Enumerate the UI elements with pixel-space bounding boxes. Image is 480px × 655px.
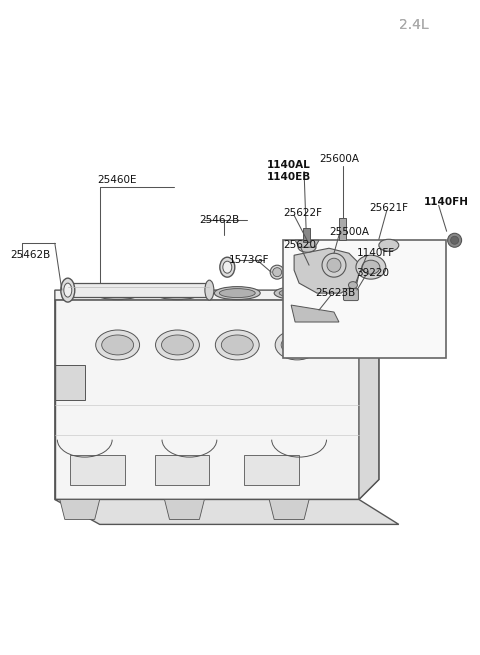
Ellipse shape xyxy=(356,255,386,279)
Polygon shape xyxy=(295,240,319,247)
Ellipse shape xyxy=(95,287,141,299)
Ellipse shape xyxy=(274,287,320,299)
Ellipse shape xyxy=(219,289,255,297)
Polygon shape xyxy=(68,283,209,297)
Circle shape xyxy=(270,265,284,279)
Ellipse shape xyxy=(220,257,235,277)
Text: 25623B: 25623B xyxy=(315,288,355,298)
Text: 25462B: 25462B xyxy=(199,215,240,225)
Text: 1140EB: 1140EB xyxy=(267,172,312,183)
Circle shape xyxy=(327,258,341,272)
Text: 25500A: 25500A xyxy=(329,227,369,237)
Text: 25462B: 25462B xyxy=(10,250,50,260)
Ellipse shape xyxy=(223,261,232,273)
Ellipse shape xyxy=(348,282,358,289)
Bar xyxy=(303,229,310,242)
Text: 1573GF: 1573GF xyxy=(229,255,270,265)
Ellipse shape xyxy=(279,289,315,297)
Text: 2.4L: 2.4L xyxy=(399,18,429,32)
Text: 25622F: 25622F xyxy=(283,208,322,218)
Ellipse shape xyxy=(155,287,200,299)
Text: 25600A: 25600A xyxy=(319,153,359,164)
Polygon shape xyxy=(55,500,399,525)
Text: 25460E: 25460E xyxy=(98,176,137,185)
Polygon shape xyxy=(244,455,299,485)
Polygon shape xyxy=(359,290,379,500)
Ellipse shape xyxy=(161,335,193,355)
Text: 25621F: 25621F xyxy=(369,203,408,214)
Ellipse shape xyxy=(298,242,316,252)
Ellipse shape xyxy=(64,283,72,297)
Ellipse shape xyxy=(221,335,253,355)
Text: 25620: 25620 xyxy=(283,240,316,250)
Polygon shape xyxy=(291,305,339,322)
Ellipse shape xyxy=(159,289,195,297)
Ellipse shape xyxy=(61,278,75,302)
Polygon shape xyxy=(155,455,209,485)
Circle shape xyxy=(451,236,458,244)
Text: 39220: 39220 xyxy=(356,268,389,278)
Text: 2.4L: 2.4L xyxy=(399,18,429,32)
Polygon shape xyxy=(55,365,85,400)
Ellipse shape xyxy=(275,330,319,360)
Polygon shape xyxy=(60,500,100,519)
Ellipse shape xyxy=(362,260,380,274)
FancyBboxPatch shape xyxy=(344,289,359,301)
Polygon shape xyxy=(55,270,379,300)
Ellipse shape xyxy=(216,330,259,360)
Circle shape xyxy=(322,253,346,277)
Polygon shape xyxy=(294,248,361,293)
Ellipse shape xyxy=(156,330,199,360)
Polygon shape xyxy=(339,218,346,240)
Polygon shape xyxy=(165,500,204,519)
Text: 1140FF: 1140FF xyxy=(357,248,395,258)
Polygon shape xyxy=(70,455,125,485)
Ellipse shape xyxy=(102,335,133,355)
Ellipse shape xyxy=(281,335,313,355)
Text: 1140FH: 1140FH xyxy=(424,197,468,208)
Circle shape xyxy=(448,233,462,247)
Circle shape xyxy=(273,268,282,276)
Ellipse shape xyxy=(96,330,140,360)
Polygon shape xyxy=(269,500,309,519)
Text: 1140AL: 1140AL xyxy=(267,160,311,170)
Ellipse shape xyxy=(100,289,135,297)
FancyBboxPatch shape xyxy=(283,240,445,358)
Ellipse shape xyxy=(379,239,399,252)
Ellipse shape xyxy=(215,287,260,299)
Ellipse shape xyxy=(205,280,214,300)
Polygon shape xyxy=(55,290,379,500)
